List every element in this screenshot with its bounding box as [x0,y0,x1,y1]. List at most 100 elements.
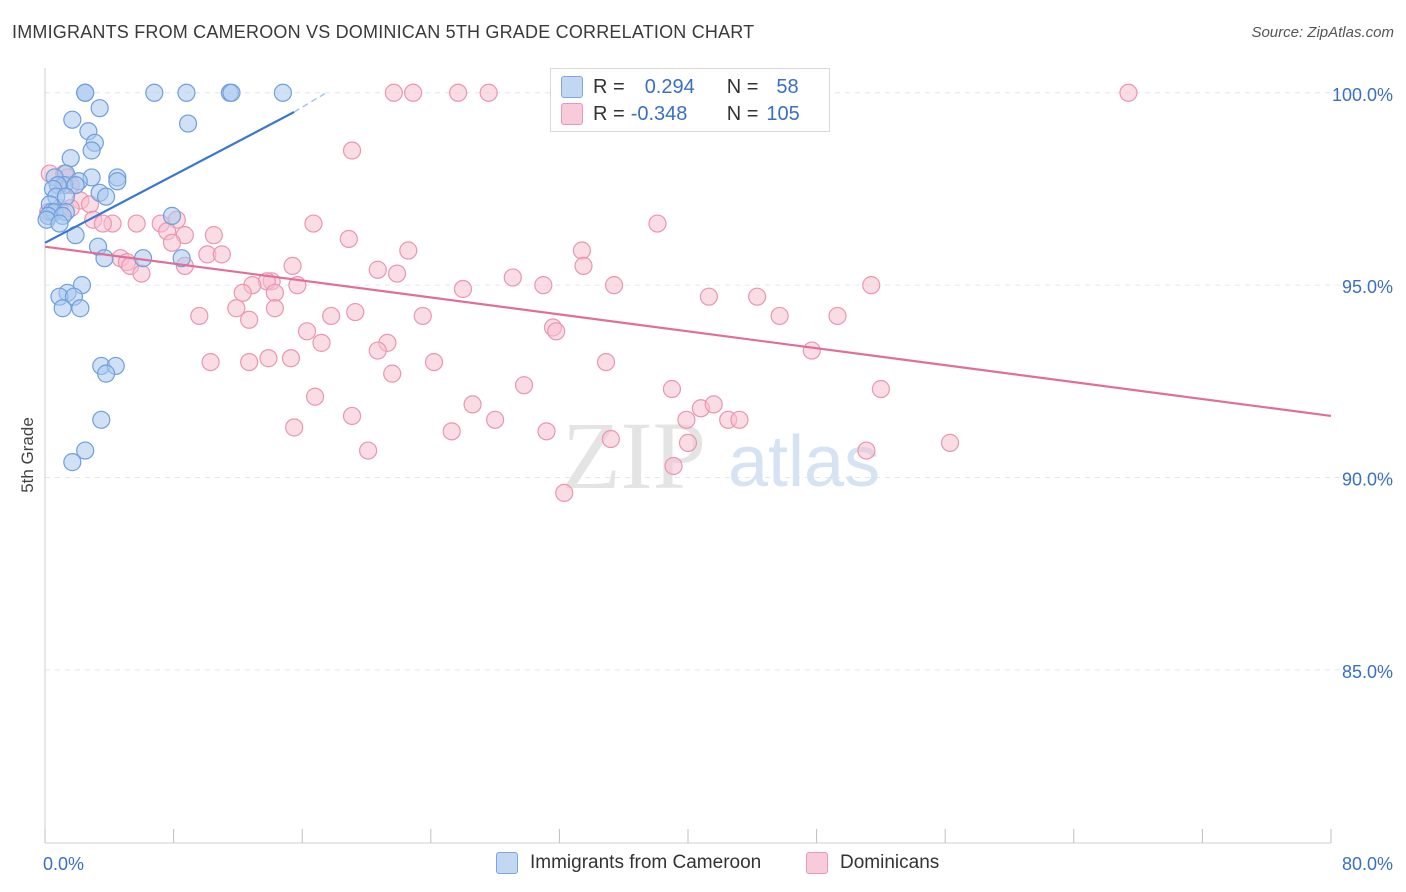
series-legend-cameroon[interactable]: Immigrants from Cameroon [496,852,761,874]
cameroon-point [92,410,111,429]
dominicans-point [297,322,317,341]
dominicans-point [547,322,566,341]
dominicans-point [871,379,891,399]
cameroon-point [178,114,198,133]
dominicans-trend-line [44,245,1332,418]
dominicans-point [227,299,246,318]
series-label-dominicans: Dominicans [840,852,940,873]
dominicans-point [770,306,789,326]
dominicans-point [1119,83,1138,102]
dominicans-point [322,306,341,326]
legend-r-value: -0.348 [630,102,688,125]
legend-n-value: 58 [776,75,799,98]
cameroon-point [96,364,116,383]
series-legend: Immigrants from Cameroon Dominicans [0,852,1406,878]
dominicans-point [339,229,358,249]
legend-row-dominicans: R = -0.348 N = 105 [561,101,800,127]
cameroon-point [95,249,114,268]
dominicans-point [678,433,698,452]
dominicans-point [212,245,231,264]
dominicans-point [463,395,482,414]
dominicans-point [305,387,325,406]
dominicans-point [555,483,574,502]
cameroon-point [63,110,82,129]
dominicans-point [442,422,461,441]
cameroon-point [76,441,95,460]
y-tick-label: 100.0% [1332,85,1393,105]
dominicans-point [265,299,284,318]
dominicans-point [601,429,620,449]
dominicans-point [662,379,682,399]
y-tick-labels: 85.0% 90.0% 95.0% 100.0% [1332,85,1393,682]
dominicans-point [748,287,767,306]
cameroon-point [222,83,241,102]
legend-n-label: N = [726,75,759,98]
dominicans-point [342,406,362,426]
grid-lines [45,92,1394,671]
stats-legend: R = 0.294 N = 58 R = -0.348 N = 105 [550,68,830,132]
legend-r-value: 0.294 [644,75,695,98]
legend-r-label: R = [593,75,625,98]
dominicans-point [664,456,683,476]
dominicans-point [384,83,403,102]
dominicans-point [730,410,749,429]
dominicans-point [648,214,667,233]
cameroon-trend-line [44,111,295,244]
cameroon-point [71,299,90,318]
dominicans-point [424,352,444,372]
dominicans-point [537,422,556,441]
legend-n-label: N = [726,102,759,125]
dominicans-point [240,310,259,329]
cameroon-point [53,299,72,318]
y-tick-label: 90.0% [1342,470,1393,490]
dominicans-point [233,283,252,302]
dominicans-point [132,264,151,283]
legend-row-cameroon: R = 0.294 N = 58 [561,74,799,100]
cameroon-point [96,187,116,206]
watermark: ZIP atlas [562,402,880,509]
cameroon-point [273,83,293,102]
legend-swatch-pink [561,103,583,125]
dominicans-point [940,433,960,452]
dominicans-point [802,341,821,360]
cameroon-point [162,206,182,225]
dominicans-point [704,395,723,414]
cameroon-point [145,83,164,102]
cameroon-point [108,172,127,191]
cameroon-point [82,141,101,160]
y-tick-label: 85.0% [1342,662,1393,682]
y-tick-label: 95.0% [1342,277,1393,297]
dominicans-point [574,256,593,276]
y-axis-label: 5th Grade [18,417,37,493]
dominicans-point [342,141,362,160]
dominicans-point [190,306,209,326]
dominicans-point [479,83,498,102]
legend-swatch-blue [561,76,583,98]
dominicans-point [127,214,146,233]
dominicans-point [346,302,365,322]
dominicans-point [240,352,259,372]
cameroon-point [63,453,82,472]
dominicans-point [862,276,881,295]
dominicans-point [514,376,534,395]
dominicans-point [572,241,592,260]
dominicans-point [453,279,473,299]
dominicans-point [93,214,112,233]
dominicans-point [265,283,284,302]
dominicans-point [534,276,553,295]
dominicans-point [259,349,278,368]
cameroon-point [90,99,109,118]
dominicans-point [281,349,301,368]
cameroon-point [177,83,196,102]
dominicans-point [677,410,696,429]
dominicans-point [162,233,182,252]
dominicans-point [201,352,220,372]
cameroon-point [50,214,69,233]
series-legend-dominicans[interactable]: Dominicans [806,852,939,874]
cameroon-point [61,149,80,168]
series-swatch-pink [806,852,828,874]
dominicans-point [857,441,876,460]
dominicans-point [486,410,505,429]
series-swatch-blue [496,852,518,874]
